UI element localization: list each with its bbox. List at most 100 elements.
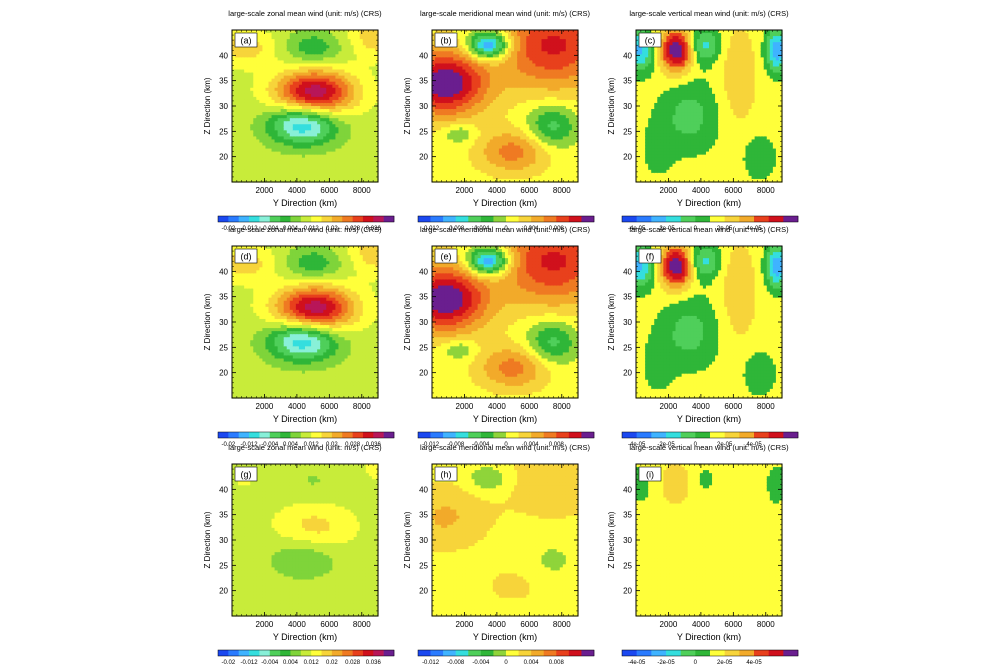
- contour-cell: [295, 57, 300, 61]
- colorbar-swatch: [290, 216, 302, 222]
- contour-cell: [359, 36, 364, 40]
- contour-cell: [277, 175, 282, 180]
- contour-cell: [268, 36, 273, 40]
- contour-cell: [347, 145, 352, 150]
- contour-cell: [450, 51, 454, 55]
- contour-cell: [286, 90, 291, 95]
- contour-cell: [453, 96, 457, 101]
- contour-cell: [456, 151, 460, 156]
- contour-cell: [256, 127, 260, 131]
- contour-cell: [338, 96, 343, 101]
- contour-cell: [335, 42, 340, 46]
- contour-cell: [353, 154, 358, 159]
- contour-cell: [447, 133, 451, 137]
- contour-cell: [465, 69, 470, 74]
- colorbar-swatch: [352, 216, 364, 222]
- contour-cell: [244, 81, 248, 86]
- contour-cell: [277, 133, 282, 137]
- colorbar-tick-label: -0.012: [241, 226, 259, 232]
- contour-cell: [241, 175, 245, 180]
- contour-cell: [329, 139, 333, 144]
- contour-cell: [253, 139, 257, 144]
- contour-cell: [471, 57, 476, 61]
- contour-cell: [292, 118, 297, 122]
- contour-cell: [295, 63, 300, 68]
- contour-cell: [326, 90, 330, 95]
- contour-cell: [298, 115, 303, 119]
- contour-cell: [338, 75, 343, 80]
- contour-cell: [280, 175, 285, 180]
- contour-cell: [326, 102, 330, 107]
- contour-cell: [256, 81, 260, 86]
- contour-cell: [353, 175, 358, 180]
- contour-cell: [298, 42, 303, 46]
- contour-cell: [274, 145, 279, 150]
- colorbar-swatch: [259, 216, 271, 222]
- contour-cell: [301, 93, 306, 98]
- contour-cell: [450, 78, 454, 83]
- contour-cell: [474, 54, 479, 58]
- contour-cell: [432, 160, 436, 165]
- contour-cell: [474, 102, 479, 107]
- contour-cell: [350, 175, 355, 180]
- contour-cell: [468, 30, 473, 34]
- contour-cell: [308, 136, 312, 141]
- contour-cell: [353, 102, 358, 107]
- contour-cell: [320, 133, 324, 137]
- contour-cell: [247, 60, 251, 65]
- contour-cell: [283, 87, 288, 92]
- contour-cell: [365, 102, 370, 107]
- contour-cell: [459, 39, 464, 43]
- contour-cell: [241, 66, 245, 71]
- contour-cell: [256, 160, 260, 165]
- contour-cell: [247, 124, 251, 128]
- contour-cell: [265, 118, 270, 122]
- contour-cell: [462, 175, 467, 180]
- contour-cell: [350, 106, 355, 110]
- contour-cell: [265, 51, 270, 55]
- contour-cell: [353, 96, 358, 101]
- contour-cell: [435, 115, 439, 119]
- contour-cell: [471, 121, 476, 125]
- contour-cell: [256, 139, 260, 144]
- contour-cell: [374, 102, 379, 107]
- contour-cell: [477, 48, 482, 52]
- contour-cell: [462, 166, 467, 171]
- contour-cell: [362, 51, 367, 55]
- contour-cell: [368, 57, 373, 61]
- contour-cell: [256, 30, 260, 34]
- contour-cell: [450, 130, 454, 134]
- contour-cell: [308, 87, 312, 92]
- contour-cell: [317, 139, 321, 144]
- contour-cell: [471, 142, 476, 147]
- contour-cell: [320, 84, 324, 89]
- contour-cell: [308, 66, 312, 71]
- contour-cell: [332, 90, 337, 95]
- contour-cell: [292, 93, 297, 98]
- contour-cell: [374, 136, 379, 141]
- contour-cell: [259, 172, 264, 177]
- contour-cell: [283, 112, 288, 116]
- contour-cell: [298, 145, 303, 150]
- contour-cell: [350, 172, 355, 177]
- contour-cell: [320, 102, 324, 107]
- contour-cell: [256, 148, 260, 153]
- contour-cell: [438, 81, 442, 86]
- contour-cell: [235, 139, 239, 144]
- contour-cell: [274, 148, 279, 153]
- contour-cell: [241, 121, 245, 125]
- contour-cell: [459, 45, 464, 49]
- contour-cell: [438, 66, 442, 71]
- contour-cell: [265, 142, 270, 147]
- contour-cell: [435, 69, 439, 74]
- contour-cell: [341, 75, 346, 80]
- contour-cell: [238, 81, 242, 86]
- contour-cell: [295, 166, 300, 171]
- contour-cell: [332, 133, 337, 137]
- contour-cell: [356, 66, 361, 71]
- contour-cell: [447, 63, 451, 68]
- contour-cell: [338, 118, 343, 122]
- contour-cell: [262, 160, 267, 165]
- contour-cell: [362, 72, 367, 77]
- contour-cell: [280, 166, 285, 171]
